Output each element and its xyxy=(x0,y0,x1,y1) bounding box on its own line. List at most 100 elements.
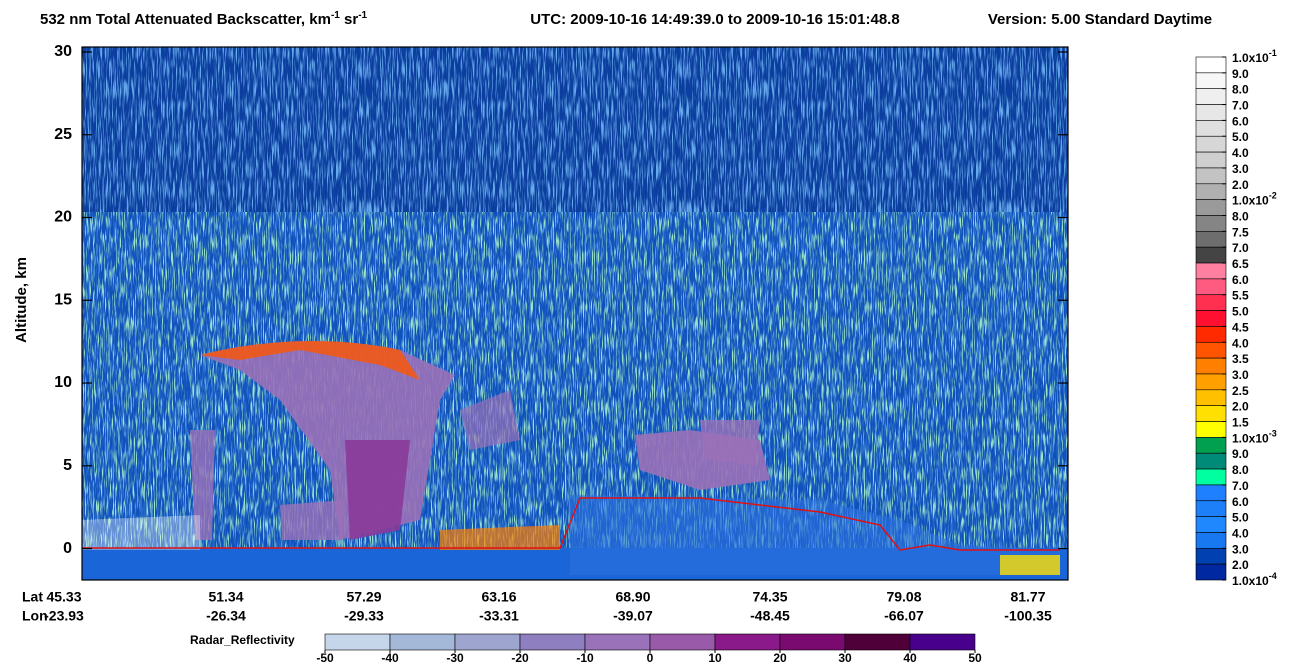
radar-tick-label: 40 xyxy=(903,651,917,665)
title-part: 532 nm Total Attenuated Backscatter, km xyxy=(40,11,331,28)
lon-label: -48.45 xyxy=(750,608,790,624)
radar-tick-label: 10 xyxy=(708,651,722,665)
colorbar-label: 5.0 xyxy=(1232,130,1249,144)
colorbar-swatch xyxy=(1195,278,1227,296)
colorbar-swatch xyxy=(1195,72,1227,89)
colorbar-label: 8.0 xyxy=(1232,463,1249,477)
colorbar-label: 1.0x10-2 xyxy=(1232,191,1277,208)
colorbar-label-text: 3.0 xyxy=(1232,162,1249,176)
title-part: sr xyxy=(340,11,359,28)
colorbar-swatch xyxy=(1195,199,1227,216)
colorbar-label: 1.0x10-3 xyxy=(1232,429,1277,446)
colorbar-label: 2.0 xyxy=(1232,178,1249,192)
colorbar-label: 3.0 xyxy=(1232,162,1249,176)
colorbar-label-text: 2.0 xyxy=(1232,178,1249,192)
colorbar-label: 1.0x10-4 xyxy=(1232,571,1277,588)
colorbar-swatch xyxy=(1195,215,1227,232)
colorbar-label-text: 5.0 xyxy=(1232,305,1249,319)
colorbar-swatch xyxy=(1195,563,1227,581)
colorbar-label-text: 6.0 xyxy=(1232,495,1249,509)
title-superscript: -1 xyxy=(358,10,367,21)
radar-swatch xyxy=(779,633,846,651)
version: Version: 5.00 Standard Daytime xyxy=(988,11,1212,28)
colorbar-label: 4.0 xyxy=(1232,527,1249,541)
colorbar-label: 5.0 xyxy=(1232,305,1249,319)
lon-label: -100.35 xyxy=(1004,608,1052,624)
colorbar-swatch xyxy=(1195,135,1227,153)
colorbar-label-text: 1.0x10 xyxy=(1232,194,1269,208)
lat-label: 63.16 xyxy=(481,589,516,605)
lon-label: -26.34 xyxy=(206,608,246,624)
colorbar-label: 4.5 xyxy=(1232,321,1249,335)
colorbar-label-sup: -4 xyxy=(1269,571,1277,581)
colorbar-swatch xyxy=(1195,468,1227,486)
colorbar-label-text: 9.0 xyxy=(1232,67,1249,81)
y-tick-label: 10 xyxy=(54,374,72,391)
y-axis-label: Altitude, km xyxy=(13,257,30,343)
backscatter-image xyxy=(82,47,1068,580)
colorbar-swatch xyxy=(1195,437,1227,454)
colorbar-label: 5.5 xyxy=(1232,289,1249,303)
radar-swatch xyxy=(714,633,781,651)
colorbar-swatch xyxy=(1195,516,1227,533)
radar-swatch xyxy=(519,633,586,651)
colorbar-label-text: 6.5 xyxy=(1232,257,1249,271)
colorbar-label-text: 4.0 xyxy=(1232,146,1249,160)
colorbar-label: 7.0 xyxy=(1232,241,1249,255)
colorbar-label-text: 1.5 xyxy=(1232,416,1249,430)
colorbar-label-text: 4.5 xyxy=(1232,321,1249,335)
colorbar-label: 2.0 xyxy=(1232,400,1249,414)
lon-label: -66.07 xyxy=(884,608,924,624)
radar-tick-label: 0 xyxy=(647,651,654,665)
lat-label: 68.90 xyxy=(615,589,650,605)
radar-tick-label: -10 xyxy=(576,651,594,665)
chart-title: 532 nm Total Attenuated Backscatter, km -… xyxy=(40,10,368,28)
radar-tick-label: -30 xyxy=(446,651,464,665)
radar-tick-label: 20 xyxy=(773,651,787,665)
colorbar-label-sup: -3 xyxy=(1269,429,1277,439)
radar-tick-label: -40 xyxy=(381,651,399,665)
lat-label: 79.08 xyxy=(886,589,921,605)
lat-label: 57.29 xyxy=(346,589,381,605)
colorbar-swatch xyxy=(1195,500,1227,517)
colorbar-label: 2.5 xyxy=(1232,384,1249,398)
colorbar-label-text: 5.0 xyxy=(1232,130,1249,144)
colorbar-swatch xyxy=(1195,405,1227,422)
colorbar-swatch xyxy=(1195,104,1227,121)
colorbar-label-text: 3.5 xyxy=(1232,352,1249,366)
colorbar-label-text: 6.0 xyxy=(1232,115,1249,129)
colorbar-swatch xyxy=(1195,421,1227,438)
colorbar-label: 7.0 xyxy=(1232,479,1249,493)
colorbar-label: 7.5 xyxy=(1232,226,1249,240)
colorbar-swatch xyxy=(1195,484,1227,502)
colorbar-label-text: 2.0 xyxy=(1232,558,1249,572)
y-tick-label: 25 xyxy=(54,126,72,143)
colorbar-label-text: 3.0 xyxy=(1232,542,1249,556)
radar-swatch xyxy=(584,633,651,651)
colorbar-label-text: 4.0 xyxy=(1232,527,1249,541)
colorbar-label: 8.0 xyxy=(1232,83,1249,97)
colorbar-label: 5.0 xyxy=(1232,511,1249,525)
plot-frame xyxy=(81,46,1069,581)
colorbar-label: 6.0 xyxy=(1232,273,1249,287)
colorbar-label: 1.5 xyxy=(1232,416,1249,430)
radar-swatch xyxy=(909,633,976,651)
colorbar-label: 4.0 xyxy=(1232,146,1249,160)
colorbar-swatch xyxy=(1195,357,1227,375)
colorbar-label-text: 8.0 xyxy=(1232,210,1249,224)
lat-label: 81.77 xyxy=(1010,589,1045,605)
colorbar-swatch xyxy=(1195,167,1227,185)
y-tick-label: 30 xyxy=(54,43,72,60)
colorbar-label-text: 3.0 xyxy=(1232,368,1249,382)
colorbar-label: 9.0 xyxy=(1232,67,1249,81)
colorbar-swatch xyxy=(1195,326,1227,343)
colorbar-swatch xyxy=(1195,452,1227,470)
colorbar-label-text: 2.0 xyxy=(1232,400,1249,414)
colorbar-label: 9.0 xyxy=(1232,447,1249,461)
colorbar-label: 2.0 xyxy=(1232,558,1249,572)
colorbar-label-text: 9.0 xyxy=(1232,447,1249,461)
radar-tick-label: 30 xyxy=(838,651,852,665)
colorbar-label: 6.0 xyxy=(1232,495,1249,509)
row-label: Lat xyxy=(22,589,43,605)
